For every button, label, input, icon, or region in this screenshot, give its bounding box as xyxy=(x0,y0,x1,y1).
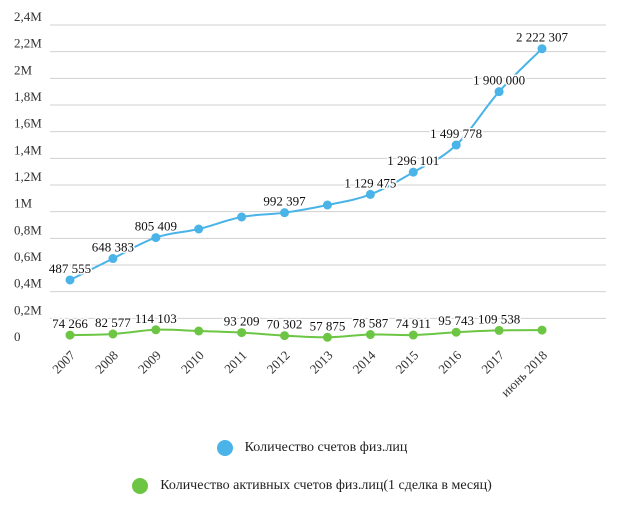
data-label: 74 266 xyxy=(52,316,88,331)
x-tick-label: июнь 2018 xyxy=(498,348,550,400)
y-tick-label: 1,4M xyxy=(14,142,42,157)
y-tick-label: 2,2M xyxy=(14,36,42,51)
y-tick-label: 1,6M xyxy=(14,116,42,131)
legend-marker-active-accounts xyxy=(132,478,149,494)
data-point xyxy=(408,167,418,177)
data-point xyxy=(408,330,418,340)
x-tick-label: 2009 xyxy=(135,348,164,377)
y-tick-label: 1M xyxy=(14,196,33,211)
data-label: 95 743 xyxy=(438,313,474,328)
data-point xyxy=(365,189,375,199)
data-point xyxy=(108,254,118,264)
data-label: 74 911 xyxy=(396,316,431,331)
data-point xyxy=(537,44,547,54)
data-label: 78 587 xyxy=(352,316,388,331)
data-label: 109 538 xyxy=(478,311,520,326)
data-point xyxy=(322,200,332,210)
data-point xyxy=(494,87,504,97)
data-label: 992 397 xyxy=(263,194,306,209)
x-tick-label: 2007 xyxy=(49,347,78,376)
chart: 0 0,2M 0,4M 0,6M 0,8M 1M 1,2M 1,4M 1,6M 1,8M 2M 2,2… xyxy=(14,9,606,400)
data-point xyxy=(494,325,504,335)
x-tick-label: 2015 xyxy=(392,348,421,377)
data-point xyxy=(280,331,290,341)
legend-label-accounts: Количество счетов физ.лиц xyxy=(244,440,408,455)
data-label: 487 555 xyxy=(49,261,91,276)
y-tick-label: 0,2M xyxy=(14,302,42,317)
x-tick-label: 2010 xyxy=(178,348,207,377)
data-point xyxy=(451,327,461,337)
data-label: 1 499 778 xyxy=(430,126,482,141)
x-tick-label: 2014 xyxy=(349,347,378,376)
data-point xyxy=(237,212,247,222)
y-tick-label: 0,8M xyxy=(14,222,42,237)
x-tick-label: 2008 xyxy=(92,348,121,377)
series-line-1 xyxy=(69,328,543,339)
data-label: 1 296 101 xyxy=(387,153,439,168)
y-tick-label: 0 xyxy=(14,329,21,344)
legend-item-accounts[interactable]: Количество счетов физ.лиц xyxy=(0,440,624,456)
y-tick-label: 2M xyxy=(14,62,33,77)
data-label: 93 209 xyxy=(224,314,260,329)
data-point xyxy=(194,224,204,234)
data-point xyxy=(151,325,161,335)
legend-marker-accounts xyxy=(216,440,233,456)
data-label: 648 383 xyxy=(92,240,134,255)
y-tick-label: 2,4M xyxy=(14,9,42,24)
data-point xyxy=(65,330,75,340)
y-tick-label: 1,8M xyxy=(14,89,42,104)
data-label: 82 577 xyxy=(95,315,131,330)
y-tick-label: 1,2M xyxy=(14,169,42,184)
legend-item-active-accounts[interactable]: Количество активных счетов физ.лиц(1 сде… xyxy=(0,478,624,494)
x-tick-label: 2017 xyxy=(478,347,507,376)
data-label: 1 900 000 xyxy=(473,73,525,88)
data-label: 2 222 307 xyxy=(516,30,569,45)
data-label: 57 875 xyxy=(310,318,346,333)
legend-label-active-accounts: Количество активных счетов физ.лиц(1 сде… xyxy=(160,478,492,493)
x-tick-label: 2016 xyxy=(435,347,464,376)
data-point xyxy=(194,326,204,336)
y-tick-label: 0,6M xyxy=(14,249,42,264)
data-label: 114 103 xyxy=(135,311,177,326)
data-point xyxy=(322,332,332,342)
data-label: 1 129 475 xyxy=(344,175,396,190)
data-point xyxy=(108,329,118,339)
data-point xyxy=(280,208,290,218)
y-tick-label: 0,4M xyxy=(14,276,42,291)
data-point xyxy=(537,325,547,335)
data-point xyxy=(365,330,375,340)
x-tick-label: 2013 xyxy=(307,348,336,377)
data-label: 805 409 xyxy=(135,219,177,234)
data-label: 70 302 xyxy=(267,317,303,332)
x-tick-label: 2012 xyxy=(264,348,293,377)
data-point xyxy=(151,233,161,243)
series-line-0 xyxy=(69,47,543,281)
data-point xyxy=(451,140,461,150)
x-tick-label: 2011 xyxy=(221,348,250,377)
data-point xyxy=(237,328,247,338)
data-point xyxy=(65,275,75,285)
